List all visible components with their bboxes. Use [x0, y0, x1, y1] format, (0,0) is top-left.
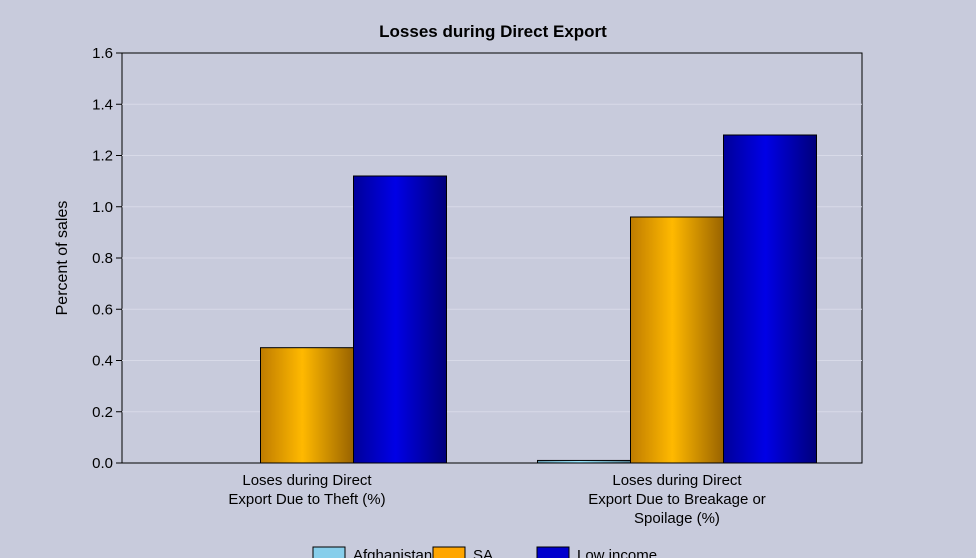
- bars: [260, 134, 817, 464]
- x-category-label: Loses during Direct Export Due to Breakag…: [588, 472, 766, 527]
- bar-low-income: [723, 134, 817, 464]
- y-tick-label: 0.6: [92, 301, 113, 318]
- bar-sa: [630, 216, 724, 464]
- x-category-label: Loses during Direct Export Due to Theft (…: [228, 472, 385, 508]
- y-axis-label: Percent of sales: [54, 201, 71, 316]
- legend-swatch: [536, 546, 570, 558]
- x-axis: Loses during Direct Export Due to Theft (…: [228, 472, 765, 527]
- legend: Afghanistan SA Low income: [312, 546, 657, 558]
- legend-label: Low income: [577, 547, 657, 558]
- bar-low-income: [353, 175, 447, 464]
- legend-label: SA: [473, 547, 493, 558]
- chart-title: Losses during Direct Export: [379, 22, 607, 41]
- y-tick-label: 1.2: [92, 148, 113, 165]
- bar-afghanistan: [537, 459, 631, 464]
- bar-sa: [260, 347, 354, 464]
- y-tick-label: 1.6: [92, 45, 113, 62]
- y-axis: 0.0 0.2 0.4 0.6 0.8 1.0 1.2 1.4 1.6: [92, 45, 122, 472]
- legend-swatch: [432, 546, 466, 558]
- y-tick-label: 0.4: [92, 353, 113, 370]
- y-tick-label: 0.2: [92, 404, 113, 421]
- legend-swatch: [312, 546, 346, 558]
- legend-label: Afghanistan: [353, 547, 432, 558]
- y-tick-label: 0.8: [92, 250, 113, 267]
- y-tick-label: 1.4: [92, 96, 113, 113]
- y-tick-label: 0.0: [92, 455, 113, 472]
- y-tick-label: 1.0: [92, 199, 113, 216]
